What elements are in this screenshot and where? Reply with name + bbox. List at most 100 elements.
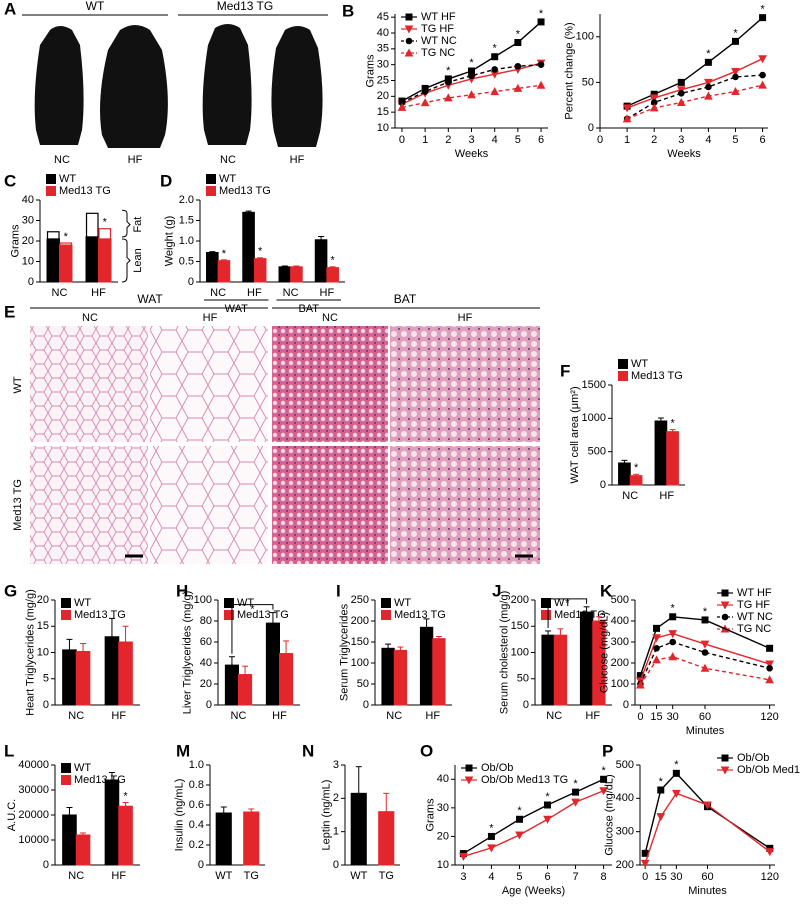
y-tick-label: 0 xyxy=(43,699,49,711)
marker xyxy=(459,852,468,861)
marker xyxy=(704,78,713,87)
x-tick-label: HF xyxy=(272,710,287,722)
y-tick-label: 1500 xyxy=(582,379,606,391)
marker xyxy=(700,663,710,672)
y-tick-label: 40 xyxy=(22,194,34,206)
x-tick-label: 2 xyxy=(651,134,657,146)
legend-label: Med13 TG xyxy=(219,185,271,197)
line-series xyxy=(463,778,604,855)
significance-star: * xyxy=(670,418,675,430)
significance-star: * xyxy=(516,28,521,40)
significance-star: * xyxy=(674,759,679,771)
y-tick-label: 10000 xyxy=(18,834,49,846)
line-series xyxy=(626,58,763,109)
x-tick-label: HF xyxy=(659,490,674,502)
legend-label: WT xyxy=(74,597,91,609)
x-tick-label: TG xyxy=(379,870,394,882)
y-tick-label: 200 xyxy=(511,594,529,606)
significance-star: * xyxy=(703,606,708,618)
line-series xyxy=(626,74,763,120)
y-tick-label: 40000 xyxy=(18,759,49,771)
y-tick-label: 15 xyxy=(37,620,49,632)
y-tick-label: 0 xyxy=(523,699,529,711)
y-tick-label: 0.8 xyxy=(189,779,204,791)
significance-star: * xyxy=(671,603,676,615)
photo-column-label: HF xyxy=(128,154,143,166)
x-tick-label: NC xyxy=(622,490,638,502)
y-tick-label: 80 xyxy=(200,615,212,627)
y-tick-label: 1.5 xyxy=(179,214,194,226)
significance-star: * xyxy=(250,604,255,616)
legend-label: Med13 TG xyxy=(631,370,683,382)
marker xyxy=(720,766,730,775)
error-bar xyxy=(435,636,442,639)
legend-label: Ob/Ob Med13 TG xyxy=(481,774,568,786)
significance-star: * xyxy=(565,598,570,610)
photo-column-label: NC xyxy=(220,154,236,166)
y-tick-label: 0 xyxy=(43,859,49,871)
bar xyxy=(553,634,568,706)
marker xyxy=(405,13,413,21)
x-tick-label: 30 xyxy=(670,871,682,883)
y-tick-label: 2 xyxy=(333,792,339,804)
legend-label: WT NC xyxy=(421,35,457,47)
legend-label: WT xyxy=(219,173,236,185)
marker xyxy=(649,94,659,103)
x-axis-label: Weeks xyxy=(667,148,701,160)
legend-swatch xyxy=(46,186,56,196)
histology-image xyxy=(390,446,540,564)
y-tick-label: 200 xyxy=(611,657,629,669)
marker xyxy=(653,624,661,632)
marker xyxy=(758,80,767,89)
marker xyxy=(636,680,645,689)
histology-column-label: NC xyxy=(82,312,98,324)
marker xyxy=(537,61,545,68)
marker xyxy=(668,630,678,639)
bar xyxy=(381,647,395,706)
error-bar xyxy=(220,259,227,261)
x-tick-label: 6 xyxy=(544,871,550,883)
segment-label: Fat xyxy=(132,217,144,233)
panel-letter: H xyxy=(176,581,188,600)
legend-label: TG HF xyxy=(421,23,454,35)
brace xyxy=(121,209,131,238)
bar xyxy=(98,238,112,283)
marker xyxy=(515,815,523,823)
marker xyxy=(443,93,453,102)
bracket xyxy=(547,598,588,628)
legend-swatch xyxy=(61,610,71,620)
panel-letter: D xyxy=(160,171,172,190)
bar xyxy=(579,611,594,706)
x-tick-label: 5 xyxy=(732,134,738,146)
marker xyxy=(544,801,552,809)
marker xyxy=(731,37,739,45)
marker xyxy=(704,91,713,100)
marker xyxy=(600,775,608,783)
legend-swatch xyxy=(618,371,628,381)
x-axis-label: Minutes xyxy=(686,725,725,737)
y-tick-label: 100 xyxy=(351,657,369,669)
x-tick-label: NC xyxy=(68,870,84,882)
x-tick-label: NC xyxy=(386,710,402,722)
x-axis-label: Minutes xyxy=(688,885,727,897)
bar xyxy=(75,834,91,866)
bar xyxy=(104,779,120,866)
legend-swatch xyxy=(224,610,234,620)
y-axis-label: Insulin (ng/mL) xyxy=(173,779,185,852)
x-tick-label: 6 xyxy=(760,134,766,146)
bar xyxy=(62,814,77,866)
x-tick-label: 15 xyxy=(650,711,662,723)
error-bar xyxy=(257,257,264,259)
y-tick-label: 1.0 xyxy=(189,759,204,771)
x-tick-label: 8 xyxy=(601,871,607,883)
marker xyxy=(765,675,774,684)
marker xyxy=(758,55,767,64)
marker xyxy=(676,97,686,106)
line-series xyxy=(626,17,764,107)
y-tick-label: 500 xyxy=(588,446,606,458)
y-tick-label: 0 xyxy=(28,276,34,288)
bracket xyxy=(231,604,274,654)
